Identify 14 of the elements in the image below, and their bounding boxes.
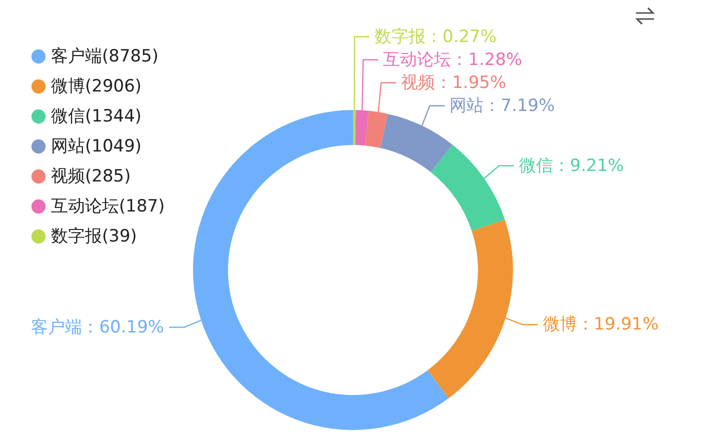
legend-label: 视频(285) [51, 166, 131, 186]
data-label: 微信：9.21% [518, 156, 624, 176]
data-label: 客户端：60.19% [31, 317, 164, 338]
legend-label: 网站(1049) [51, 136, 142, 156]
legend-label: 客户端(8785) [51, 46, 159, 66]
legend-label: 数字报(39) [51, 226, 137, 246]
data-label: 视频：1.95% [401, 72, 506, 93]
data-label: 微博：19.91% [542, 314, 659, 335]
data-label: 互动论坛：1.28% [383, 50, 522, 70]
legend-label: 互动论坛(187) [51, 196, 165, 216]
legend-label: 微信(1344) [51, 106, 142, 126]
data-label: 数字报：0.27% [374, 26, 497, 47]
data-label: 网站：7.19% [450, 96, 555, 116]
legend-label: 微博(2906) [51, 76, 142, 96]
